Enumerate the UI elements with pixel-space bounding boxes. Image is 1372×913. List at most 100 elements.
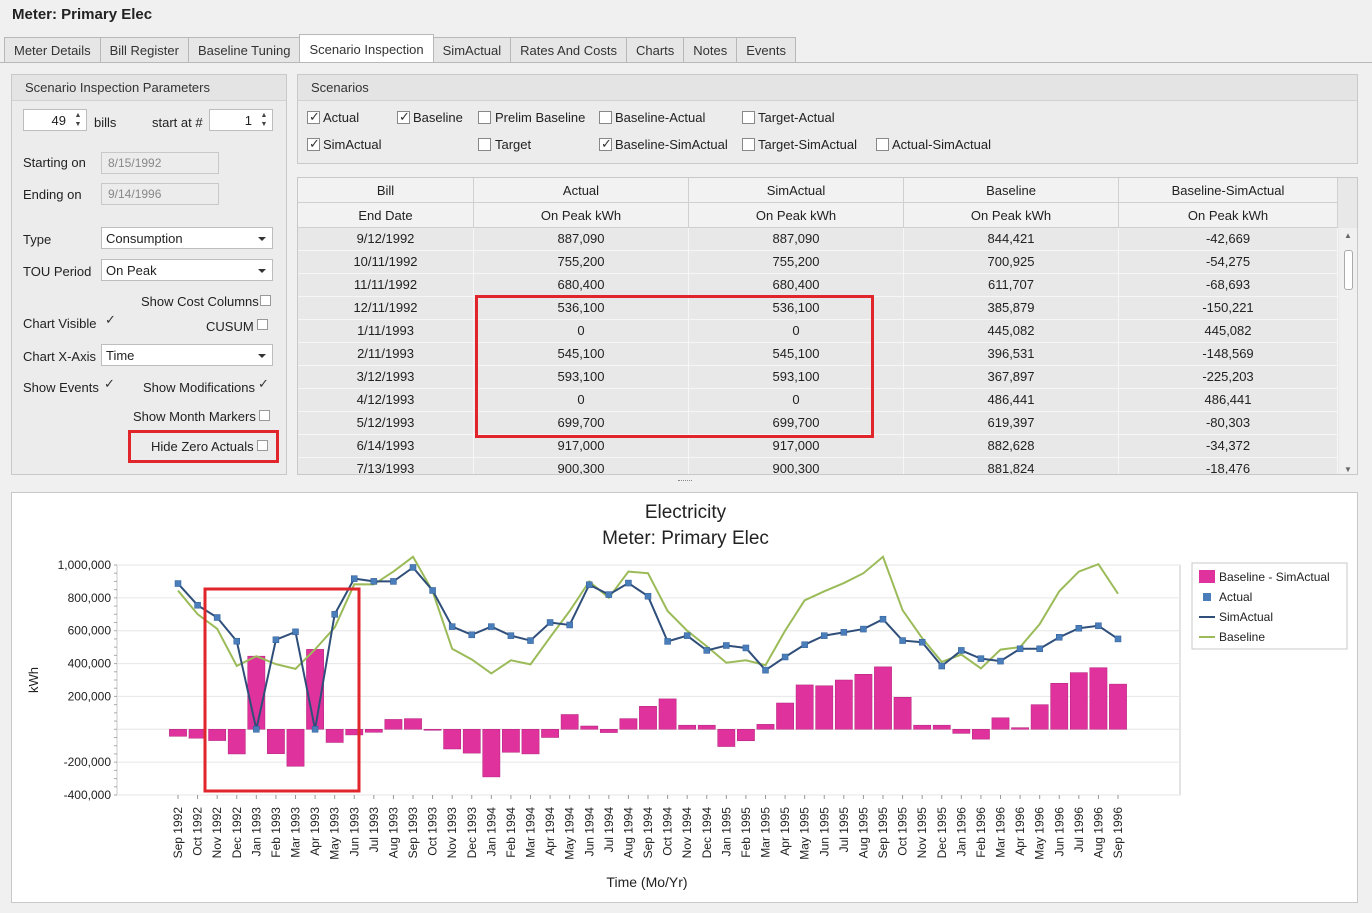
spinner-arrows-icon[interactable]: ▲ ▼ <box>74 112 82 128</box>
tab-charts[interactable]: Charts <box>626 37 685 63</box>
show-month-markers-checkbox[interactable] <box>259 410 270 421</box>
splitter-grip[interactable] <box>678 480 692 481</box>
bar <box>580 725 599 730</box>
x-tick-label: Jan 1993 <box>249 807 263 857</box>
series-line-baseline <box>177 555 1119 675</box>
scenario-actual-simactual-checkbox[interactable] <box>876 138 889 151</box>
x-tick-label: Apr 1993 <box>308 807 322 856</box>
x-tick-label: May 1995 <box>798 807 812 860</box>
table-row[interactable]: 7/13/1993 900,300 900,300 881,824 -18,476 <box>298 458 1338 474</box>
data-point <box>429 587 436 594</box>
scenario-baseline-actual-checkbox[interactable] <box>599 111 612 124</box>
data-point <box>507 632 515 639</box>
scenario-target-actual-checkbox[interactable] <box>742 111 755 124</box>
show-events-checkbox[interactable] <box>104 376 115 392</box>
scenario-target-checkbox[interactable] <box>478 138 491 151</box>
chevron-down-icon <box>258 269 266 273</box>
x-tick-label: Feb 1995 <box>739 807 753 858</box>
start-at-spinner[interactable]: 1 ▲ ▼ <box>209 109 273 131</box>
tab-bill-register[interactable]: Bill Register <box>99 37 189 63</box>
column-header[interactable]: Bill <box>298 178 474 202</box>
scrollbar-thumb[interactable] <box>1344 250 1353 290</box>
chart-xaxis-select[interactable]: Time <box>101 344 273 366</box>
bar <box>697 724 716 730</box>
data-point <box>527 637 534 644</box>
column-subheader: On Peak kWh <box>904 203 1119 227</box>
table-row[interactable]: 1/11/1993 0 0 445,082 445,082 <box>298 320 1338 343</box>
ending-on-field: 9/14/1996 <box>101 183 219 205</box>
table-cell: 3/12/1993 <box>298 366 474 388</box>
bills-count-spinner[interactable]: 49 ▲ ▼ <box>23 109 87 131</box>
scenario-baseline-label: Baseline <box>413 110 463 125</box>
legend-label: Baseline <box>1219 630 1265 644</box>
tab-simactual[interactable]: SimActual <box>432 37 512 63</box>
scenario-target-simactual-checkbox[interactable] <box>742 138 755 151</box>
tab-notes[interactable]: Notes <box>683 37 738 63</box>
x-tick-label: Jun 1994 <box>582 807 596 857</box>
x-tick-label: Sep 1992 <box>171 807 185 859</box>
parameters-heading: Scenario Inspection Parameters <box>12 75 286 101</box>
table-row[interactable]: 4/12/1993 0 0 486,441 486,441 <box>298 389 1338 412</box>
y-tick-label: -400,000 <box>64 788 112 802</box>
x-tick-label: May 1993 <box>328 807 342 860</box>
cusum-checkbox[interactable] <box>257 319 268 330</box>
bar <box>815 685 834 730</box>
x-tick-label: Mar 1996 <box>994 807 1008 858</box>
show-modifications-checkbox[interactable] <box>258 376 269 392</box>
tab-scenario-inspection[interactable]: Scenario Inspection <box>299 34 434 62</box>
x-tick-label: Sep 1994 <box>641 807 655 859</box>
scroll-up-icon[interactable]: ▲ <box>1344 231 1352 240</box>
chart-visible-checkbox[interactable] <box>105 312 116 328</box>
scenario-prelim-baseline-checkbox[interactable] <box>478 111 491 124</box>
column-header[interactable]: Baseline <box>904 178 1119 202</box>
tab-baseline-tuning[interactable]: Baseline Tuning <box>187 37 301 63</box>
table-cell: 385,879 <box>904 297 1119 319</box>
scroll-down-icon[interactable]: ▼ <box>1344 465 1352 474</box>
scenario-simactual-checkbox[interactable] <box>307 136 320 152</box>
scenario-actual-checkbox[interactable] <box>307 109 320 125</box>
window-title: Meter: Primary Elec <box>12 6 153 23</box>
type-select[interactable]: Consumption <box>101 227 273 249</box>
bar <box>599 729 618 733</box>
data-point <box>253 726 260 733</box>
bar <box>717 729 736 747</box>
hide-zero-actuals-checkbox[interactable] <box>257 440 268 451</box>
legend-swatch-bar <box>1199 570 1215 583</box>
x-tick-label: Apr 1996 <box>1013 807 1027 856</box>
table-row[interactable]: 6/14/1993 917,000 917,000 882,628 -34,372 <box>298 435 1338 458</box>
scenario-baseline-simactual-checkbox[interactable] <box>599 136 612 152</box>
bills-label: bills <box>94 115 117 130</box>
data-point <box>546 619 554 626</box>
table-cell: 900,300 <box>474 458 689 474</box>
table-row[interactable]: 5/12/1993 699,700 699,700 619,397 -80,303 <box>298 412 1338 435</box>
data-point <box>1056 634 1063 641</box>
x-tick-label: Aug 1995 <box>856 807 870 859</box>
table-cell: 699,700 <box>474 412 689 434</box>
table-row[interactable]: 12/11/1992 536,100 536,100 385,879 -150,221 <box>298 297 1338 320</box>
scenario-baseline-checkbox[interactable] <box>397 109 410 125</box>
table-row[interactable]: 9/12/1992 887,090 887,090 844,421 -42,669 <box>298 228 1338 251</box>
table-row[interactable]: 2/11/1993 545,100 545,100 396,531 -148,569 <box>298 343 1338 366</box>
tab-events[interactable]: Events <box>736 37 797 63</box>
scenario-simactual-label: SimActual <box>323 137 382 152</box>
column-header[interactable]: Actual <box>474 178 689 202</box>
table-row[interactable]: 3/12/1993 593,100 593,100 367,897 -225,203 <box>298 366 1338 389</box>
start-at-label: start at # <box>152 115 203 130</box>
column-header[interactable]: SimActual <box>689 178 904 202</box>
x-tick-label: Aug 1993 <box>386 807 400 859</box>
spinner-arrows-icon[interactable]: ▲ ▼ <box>260 112 268 128</box>
x-tick-label: Oct 1994 <box>661 807 675 856</box>
table-row[interactable]: 11/11/1992 680,400 680,400 611,707 -68,693 <box>298 274 1338 297</box>
tab-rates-and-costs[interactable]: Rates And Costs <box>510 37 627 63</box>
tab-meter-details[interactable]: Meter Details <box>4 37 101 63</box>
scenario-baseline-actual-label: Baseline-Actual <box>615 110 706 125</box>
table-row[interactable]: 10/11/1992 755,200 755,200 700,925 -54,275 <box>298 251 1338 274</box>
x-tick-label: Dec 1993 <box>465 807 479 859</box>
grid-vertical-scrollbar[interactable]: ▲ ▼ <box>1339 228 1357 474</box>
column-header[interactable]: Baseline-SimActual <box>1119 178 1338 202</box>
tou-period-select[interactable]: On Peak <box>101 259 273 281</box>
table-cell: 367,897 <box>904 366 1119 388</box>
table-cell: 680,400 <box>474 274 689 296</box>
show-cost-columns-checkbox[interactable] <box>260 295 271 306</box>
data-point <box>194 601 201 609</box>
